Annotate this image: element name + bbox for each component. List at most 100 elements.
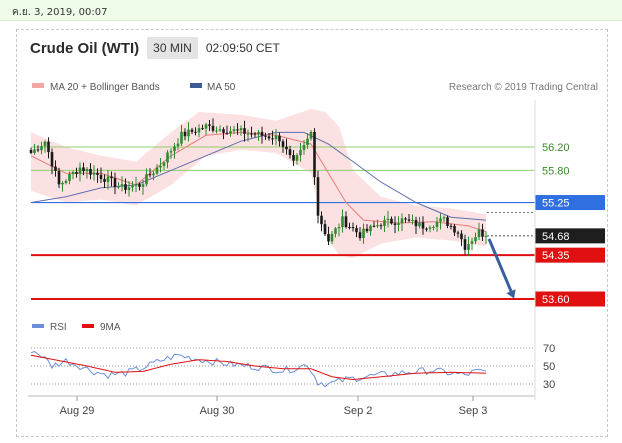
candle-body <box>117 186 120 188</box>
candle-body <box>421 222 425 229</box>
candle-body <box>285 146 288 150</box>
candle-body <box>278 135 281 142</box>
candle-body <box>418 222 421 227</box>
level-labels-layer: 56.20 55.80 55.25 54.68 54.35 53.60 <box>535 142 605 307</box>
candle-body <box>404 218 407 220</box>
timeframe-badge[interactable]: 30 MIN <box>147 37 198 59</box>
candle-body <box>211 125 215 131</box>
candles-layer <box>29 118 488 256</box>
candle-body <box>145 174 148 185</box>
x-tick-label-1: Aug 30 <box>200 405 235 417</box>
candle-body <box>428 227 432 229</box>
clock-text: 02:09:50 CET <box>205 41 280 55</box>
candle-body <box>148 174 152 176</box>
candle-body <box>68 173 71 181</box>
candle-body <box>54 166 57 171</box>
candle-body <box>386 218 390 221</box>
candle-body <box>127 187 131 190</box>
candle-body <box>379 225 383 227</box>
chart-header: Crude Oil (WTI) 30 MIN 02:09:50 CET <box>30 37 280 59</box>
candle-body <box>190 129 194 132</box>
forecast-arrow-head <box>506 289 516 299</box>
candle-body <box>239 128 243 131</box>
candle-body <box>113 178 117 188</box>
candle-body <box>327 234 330 242</box>
x-tick-label-3: Sep 3 <box>459 405 488 417</box>
rsi-tick-30: 30 <box>543 379 555 391</box>
rsi-legend-swatch <box>32 324 44 328</box>
ma20-legend-swatch <box>32 83 44 88</box>
candle-body <box>474 237 477 242</box>
candle-body <box>292 155 295 161</box>
level-label-2-box <box>535 195 605 211</box>
candle-body <box>376 225 379 227</box>
level-label-5-box <box>535 291 605 307</box>
level-label-3-box <box>535 228 605 244</box>
rsi-ma-line <box>30 354 487 381</box>
candle-body <box>120 184 124 187</box>
candle-body <box>141 184 145 187</box>
candle-body <box>43 141 47 147</box>
rsi-legend-label: RSI <box>50 322 67 333</box>
candle-body <box>50 152 54 167</box>
candle-body <box>414 219 418 227</box>
candle-body <box>75 172 78 174</box>
candle-body <box>169 151 173 153</box>
candle-body <box>313 131 316 178</box>
candle-body <box>390 218 393 224</box>
candle-body <box>288 149 292 156</box>
x-tick-layer: Aug 29 Aug 30 Sep 2 Sep 3 <box>60 396 488 417</box>
candle-body <box>204 124 208 129</box>
candle-body <box>246 133 250 135</box>
candle-body <box>274 135 278 140</box>
candle-body <box>236 129 239 131</box>
forecast-arrow-layer <box>487 238 516 299</box>
candle-body <box>166 152 169 163</box>
candle-body <box>40 146 43 151</box>
candle-body <box>264 135 267 137</box>
candle-body <box>467 243 470 250</box>
candle-body <box>155 167 159 174</box>
candle-body <box>281 141 285 147</box>
candle-body <box>341 216 344 228</box>
candle-body <box>85 168 89 172</box>
candle-body <box>362 228 365 239</box>
candle-body <box>103 178 106 182</box>
candle-body <box>260 131 264 136</box>
candle-body <box>355 228 358 233</box>
candle-body <box>180 131 183 144</box>
ma50-legend-swatch <box>190 83 202 88</box>
candle-body <box>218 129 222 131</box>
candle-body <box>400 218 404 224</box>
level-label-1: 55.80 <box>542 165 570 177</box>
candle-body <box>337 227 341 229</box>
candle-body <box>442 217 446 219</box>
candle-body <box>71 172 75 174</box>
candle-body <box>323 224 327 235</box>
level-label-5: 53.60 <box>542 294 570 306</box>
candle-body <box>320 215 323 225</box>
rsi-tick-70: 70 <box>543 343 555 355</box>
candle-body <box>197 128 201 133</box>
candle-body <box>225 132 229 134</box>
level-label-0: 56.20 <box>542 142 570 154</box>
level-label-2: 55.25 <box>542 198 570 210</box>
rsi-panel-layer: 70 50 30 <box>30 343 555 391</box>
candle-body <box>463 239 467 250</box>
candle-body <box>477 229 481 238</box>
candle-body <box>232 129 236 132</box>
candle-body <box>411 219 414 221</box>
ma50-legend-label: MA 50 <box>207 82 236 93</box>
candle-body <box>309 131 313 139</box>
rsi-ma-legend-label: 9MA <box>100 322 121 333</box>
candle-body <box>99 174 103 179</box>
x-tick-label-0: Aug 29 <box>60 405 95 417</box>
candle-body <box>393 223 397 225</box>
candle-body <box>432 226 435 228</box>
candle-body <box>36 149 40 151</box>
candle-body <box>425 228 428 230</box>
candle-body <box>344 216 348 228</box>
candle-body <box>96 172 99 175</box>
candle-body <box>201 128 204 130</box>
candle-body <box>383 220 386 227</box>
